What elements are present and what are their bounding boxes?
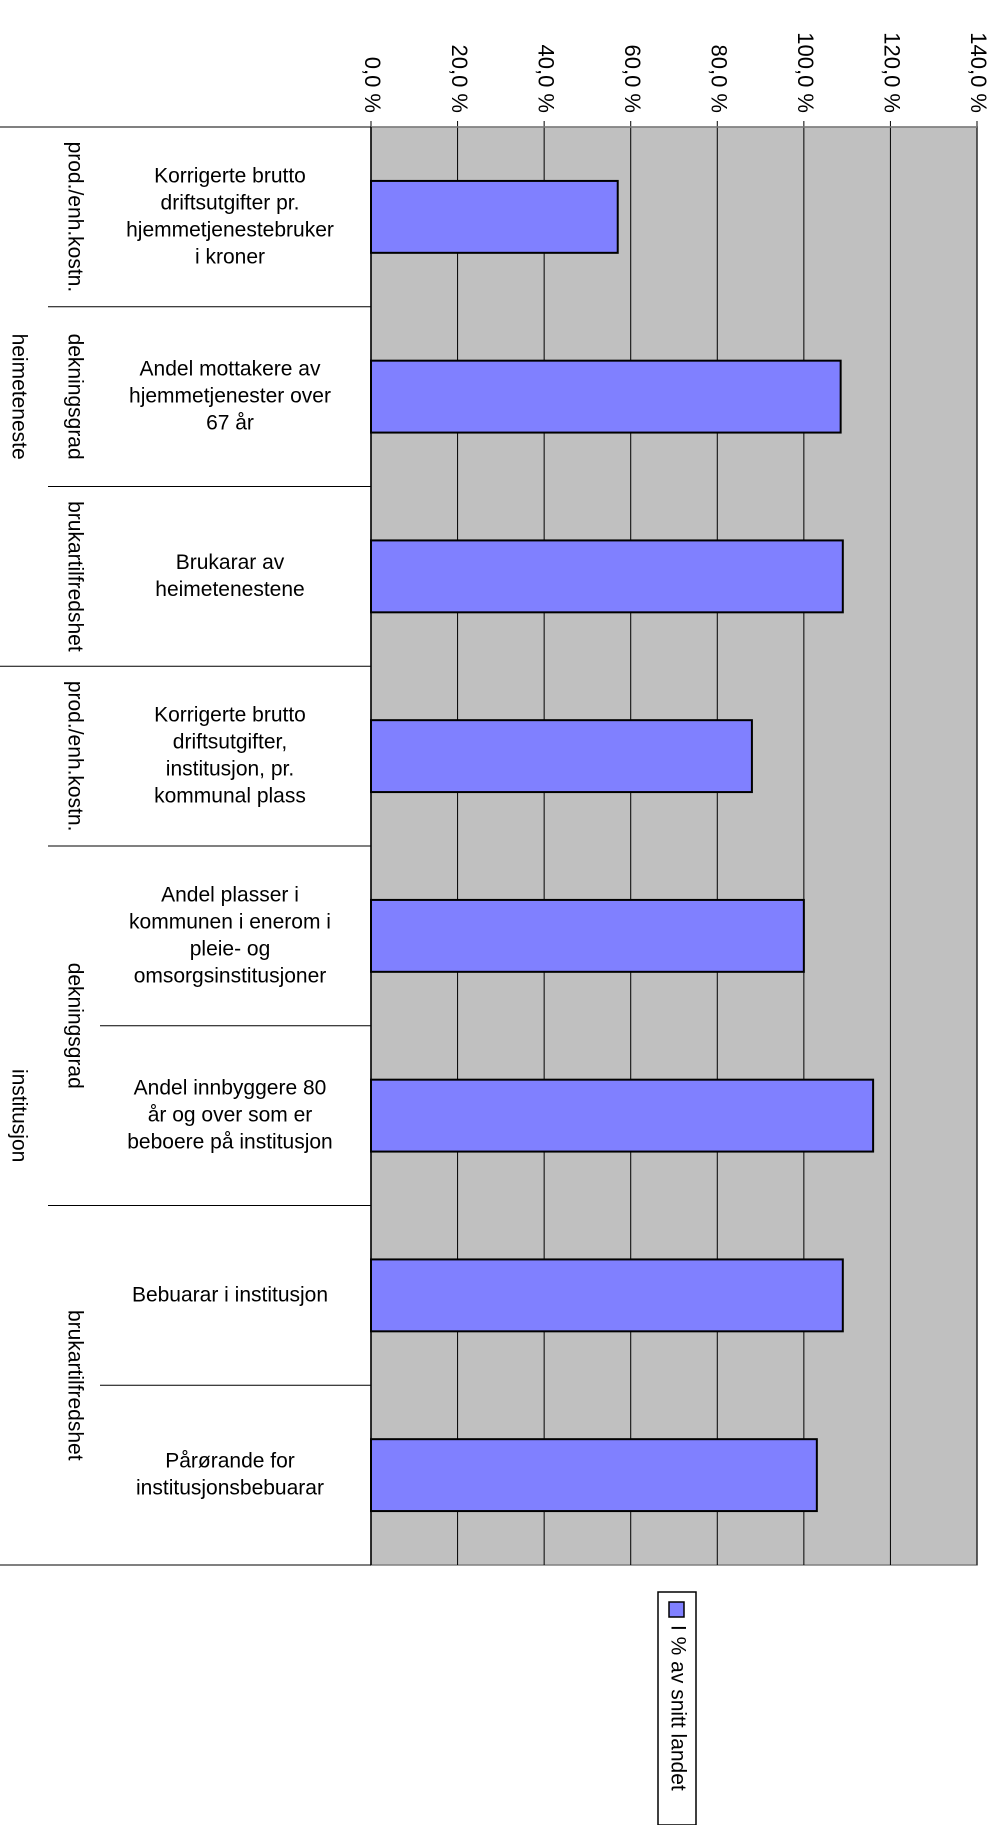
legend <box>657 1591 697 1825</box>
category-label: Andel plasser i kommunen i enerom i pleie-… <box>129 883 331 987</box>
bar <box>370 1258 844 1333</box>
subgroup-label: dekningsgrad <box>63 963 86 1089</box>
bar <box>370 719 753 794</box>
subgroup-label: brukartilfredshet <box>63 501 86 652</box>
x-tick-label: 20,0 % <box>447 45 472 114</box>
group-label: institusjon <box>7 1069 30 1162</box>
subgroup-label: dekningsgrad <box>63 334 86 460</box>
subgroup-label: brukartilfredshet <box>63 1310 86 1461</box>
bar <box>370 179 619 254</box>
category-label: Korrigerte brutto driftsutgifter, institus… <box>154 703 306 807</box>
subgroup-label: prod./enh.kostn. <box>63 681 86 832</box>
legend-label: I % av snitt landet <box>666 1625 689 1791</box>
legend-swatch <box>668 1601 685 1618</box>
bar <box>370 1078 875 1153</box>
x-tick-label: 0,0 % <box>360 57 385 113</box>
category-label: Andel mottakere av hjemmetjenester over 67… <box>129 357 331 434</box>
category-label: Andel innbyggere 80 år og over som er bebo… <box>127 1076 332 1153</box>
bar <box>370 898 805 973</box>
category-label: Bebuarar i institusjon <box>132 1283 328 1306</box>
plot-area <box>370 126 978 1566</box>
x-tick-label: 60,0 % <box>620 45 645 114</box>
bar <box>370 539 844 614</box>
x-tick-label: 100,0 % <box>793 32 818 113</box>
category-label: Brukarar av heimetenestene <box>155 550 304 600</box>
category-label: Korrigerte brutto driftsutgifter pr. hjemm… <box>126 164 334 268</box>
subgroup-label: prod./enh.kostn. <box>63 142 86 293</box>
x-tick-label: 120,0 % <box>880 32 905 113</box>
x-tick-label: 140,0 % <box>966 32 991 113</box>
x-tick-label: 80,0 % <box>706 45 731 114</box>
group-label: heimeteneste <box>7 334 30 460</box>
bar <box>370 359 842 434</box>
x-tick-label: 40,0 % <box>533 45 558 114</box>
bar <box>370 1438 818 1513</box>
category-label: Pårørande for institusjonsbebuarar <box>136 1449 324 1499</box>
